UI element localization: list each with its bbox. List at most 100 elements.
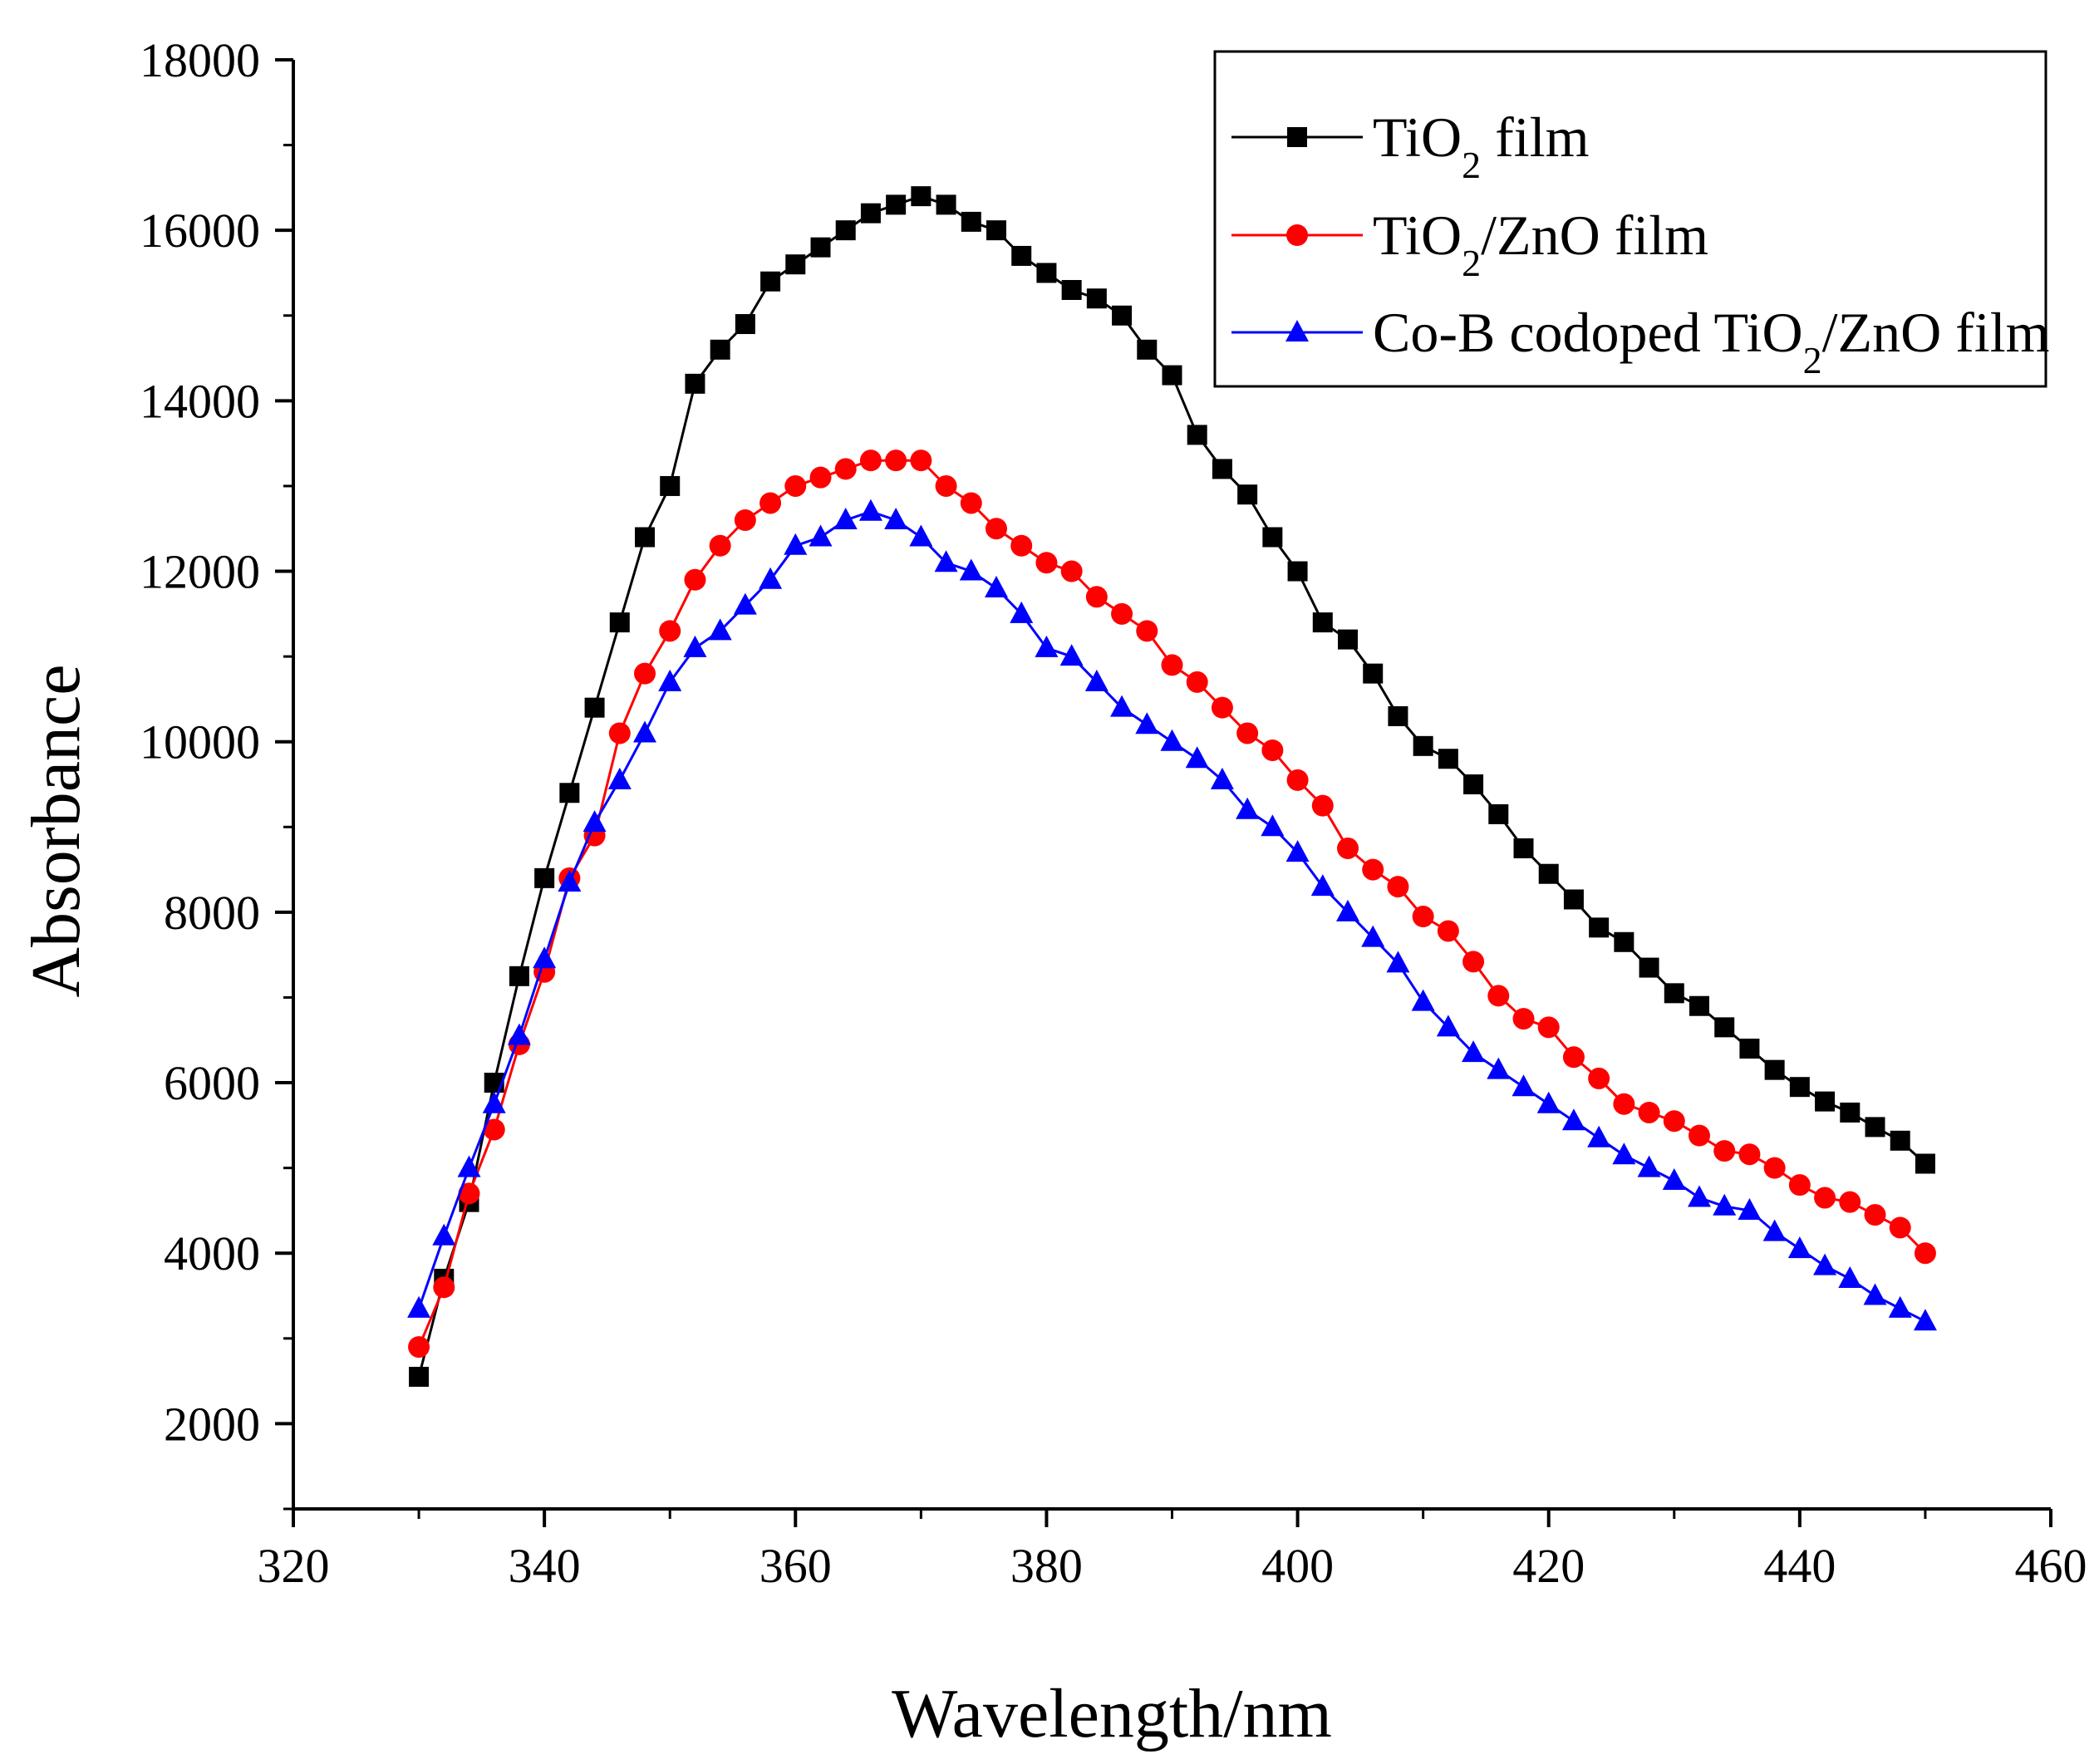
series-3 [407, 499, 1937, 1331]
x-tick-label: 460 [2015, 1539, 2087, 1593]
data-point [859, 450, 882, 472]
data-point [1363, 663, 1384, 684]
x-axis-title: Wavelength/nm [892, 1675, 1332, 1752]
data-point [608, 722, 631, 744]
data-point [860, 203, 881, 224]
plot-area [407, 186, 1937, 1387]
data-point [534, 867, 555, 888]
data-point [1637, 1155, 1661, 1177]
data-point [1864, 1204, 1886, 1226]
data-point [1614, 931, 1634, 952]
data-point [709, 534, 731, 557]
data-point [934, 550, 958, 572]
data-point [1762, 1219, 1787, 1241]
data-point [1136, 620, 1158, 642]
data-point [1813, 1253, 1837, 1275]
data-point [1135, 712, 1159, 735]
y-tick-label: 12000 [140, 545, 260, 599]
data-point [809, 524, 833, 547]
data-point [1236, 722, 1259, 744]
data-point [1562, 1046, 1585, 1069]
data-point [1662, 1168, 1686, 1191]
data-point [1589, 917, 1610, 938]
data-point [1386, 951, 1410, 973]
data-point [1915, 1153, 1935, 1174]
legend-item-2: TiO2/ZnO film [1231, 204, 1708, 284]
data-point [1061, 279, 1082, 300]
data-point [1639, 957, 1659, 978]
data-point [1186, 671, 1208, 693]
data-point [1262, 527, 1283, 548]
legend: TiO2 film TiO2/ZnO film Co-B codoped TiO2/… [1213, 50, 2050, 388]
data-point [708, 618, 732, 641]
data-point [1436, 1015, 1460, 1037]
x-tick-label: 420 [1512, 1539, 1585, 1593]
data-point [482, 1091, 506, 1113]
data-point [885, 450, 907, 472]
data-point [1362, 858, 1384, 881]
data-point [1212, 459, 1232, 479]
data-point [1338, 629, 1358, 650]
data-point [961, 211, 981, 232]
data-point [659, 620, 681, 642]
legend-box [1213, 50, 2047, 388]
legend-marker [1286, 224, 1308, 246]
data-point [633, 720, 656, 743]
data-point [1437, 920, 1459, 942]
data-point [1536, 1091, 1561, 1113]
x-tick-label: 440 [1763, 1539, 1836, 1593]
data-point [1512, 1008, 1535, 1030]
legend-label: Co-B codoped TiO2/ZnO film [1373, 301, 2050, 381]
data-point [1688, 1185, 1711, 1207]
data-point [1512, 1074, 1536, 1097]
data-point [683, 635, 707, 657]
data-point [507, 1023, 531, 1045]
data-point [759, 492, 782, 514]
data-point [911, 186, 932, 207]
y-tick-label: 2000 [164, 1397, 260, 1451]
data-point [833, 507, 858, 529]
data-point [1663, 1110, 1685, 1133]
data-point [784, 533, 808, 555]
data-point [1084, 669, 1108, 691]
data-point [457, 1155, 481, 1177]
data-point [1261, 739, 1284, 761]
data-point [1664, 983, 1684, 1004]
data-point [1914, 1242, 1936, 1265]
data-point [710, 339, 730, 360]
data-point [1387, 876, 1409, 898]
data-point [1438, 749, 1458, 769]
data-point [1538, 863, 1559, 884]
data-point [1011, 245, 1032, 266]
x-tick-label: 380 [1010, 1539, 1083, 1593]
data-point [1312, 612, 1333, 633]
data-point [1035, 635, 1059, 657]
data-point [1865, 1117, 1885, 1138]
data-point [607, 767, 632, 789]
data-point [1237, 484, 1258, 505]
data-point [784, 474, 807, 497]
legend-item-3: Co-B codoped TiO2/ZnO film [1231, 301, 2050, 381]
data-point [1588, 1067, 1610, 1089]
data-point [509, 966, 529, 986]
data-point [1814, 1187, 1836, 1209]
data-point [1488, 803, 1509, 824]
data-point [433, 1276, 455, 1299]
data-point [1738, 1143, 1761, 1166]
data-point [1764, 1059, 1785, 1080]
data-point [1010, 534, 1033, 557]
y-tick-label: 16000 [140, 204, 260, 258]
data-point [1187, 425, 1207, 445]
data-point [533, 946, 557, 969]
data-point [1210, 767, 1234, 789]
data-point [1185, 746, 1209, 769]
data-point [1561, 1108, 1585, 1131]
data-point [1261, 814, 1285, 837]
data-point [1285, 840, 1310, 862]
data-point [407, 1295, 431, 1318]
data-point [909, 524, 933, 547]
data-point [1286, 769, 1309, 791]
data-point [1537, 1016, 1560, 1039]
data-point [1361, 925, 1385, 947]
